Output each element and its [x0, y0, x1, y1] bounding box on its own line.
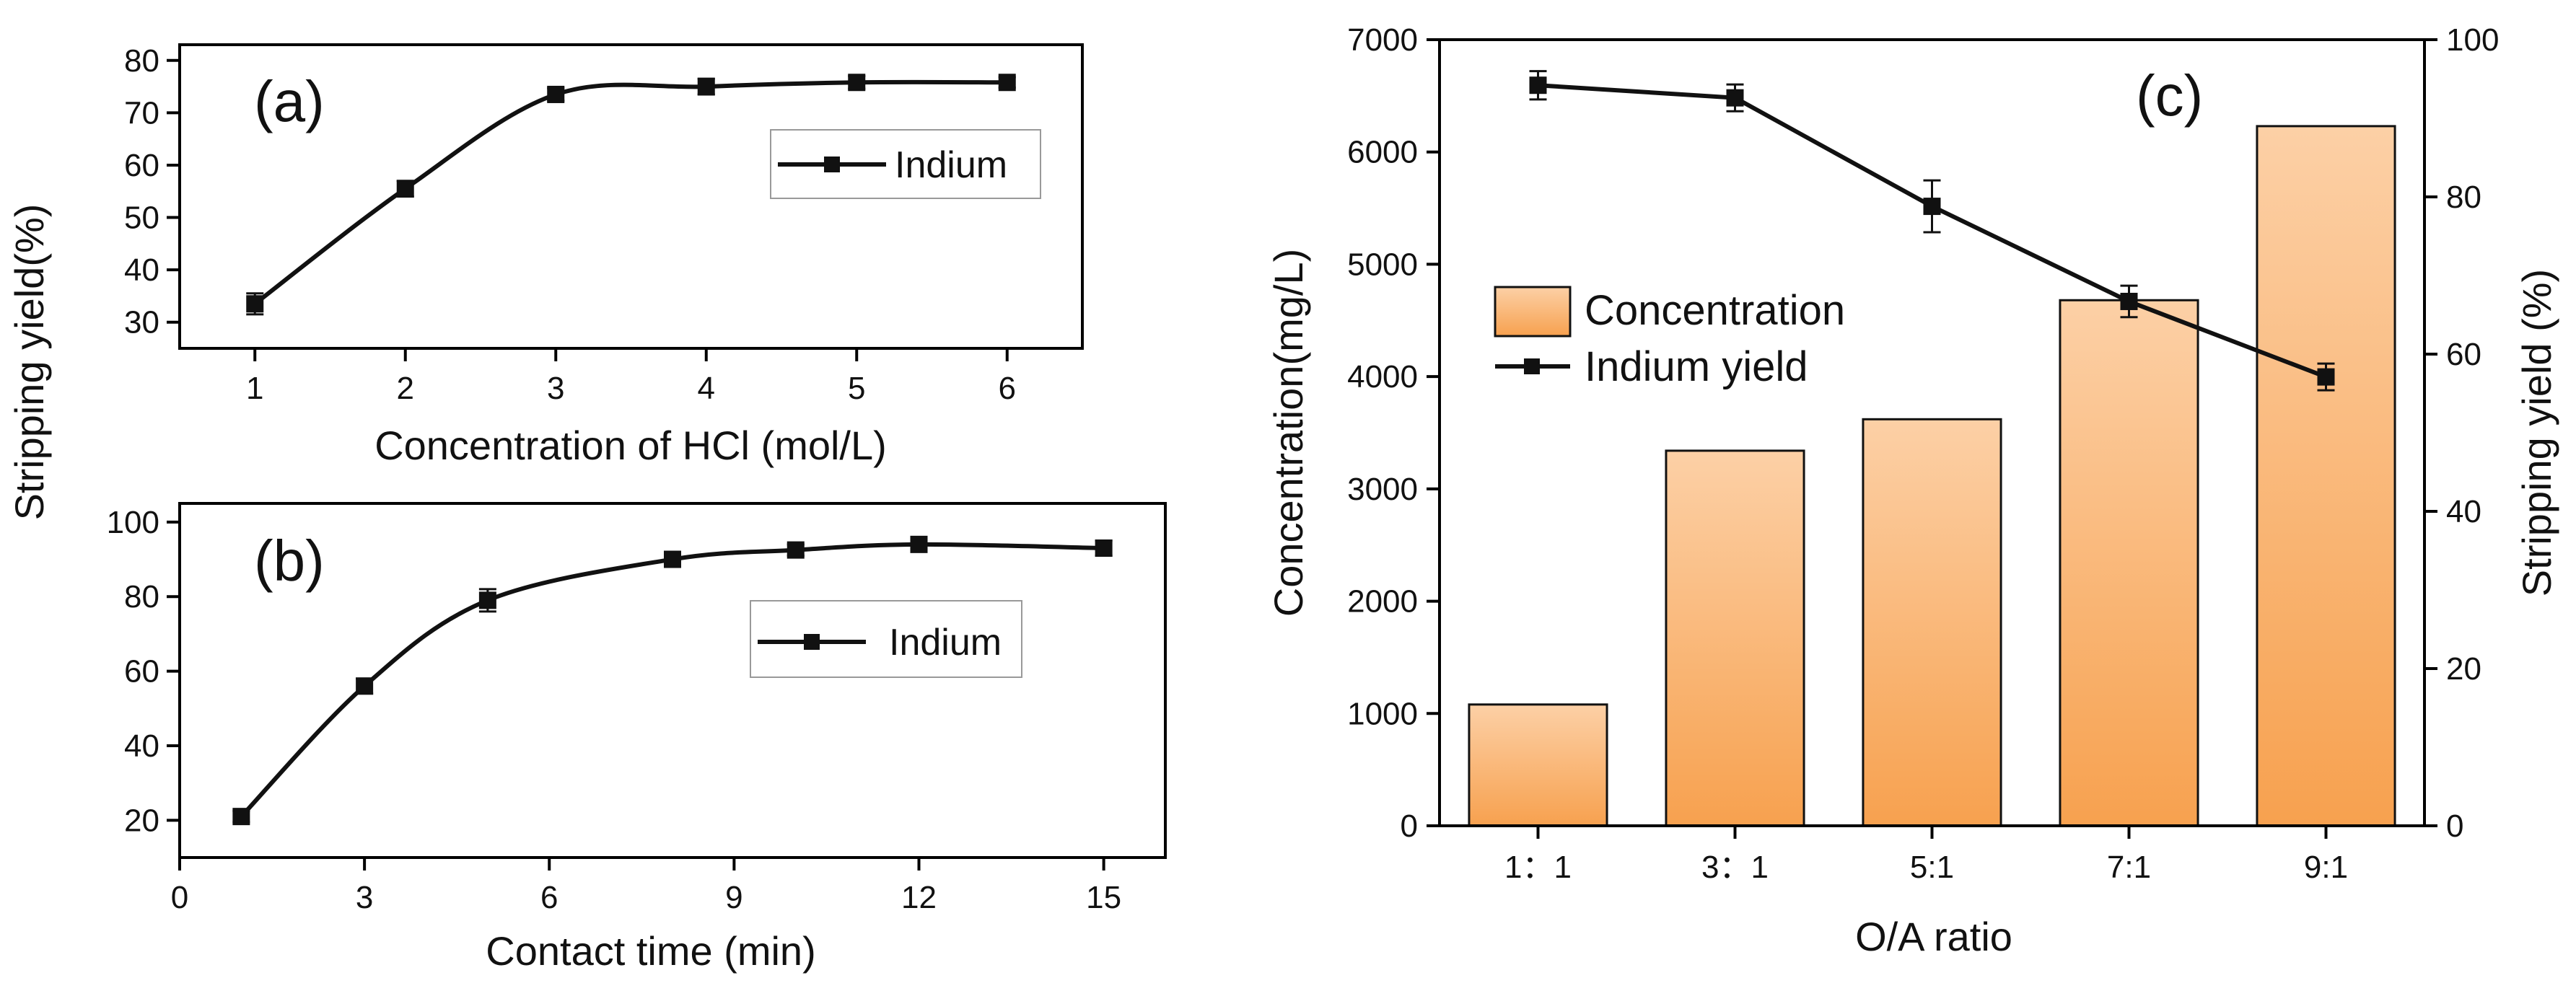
- panel-b-legend-box: [750, 600, 1022, 678]
- a-x-tick-label: 2: [397, 371, 414, 406]
- panel-c-x-label: O/A ratio: [1855, 914, 2012, 959]
- b-data-point: [787, 541, 805, 559]
- b-x-tick-label: 6: [540, 880, 558, 915]
- panel-c-legend: Concentration Indium yield: [1494, 286, 1845, 390]
- b-data-point: [910, 535, 928, 553]
- c-y-tick-label: 0: [1401, 808, 1418, 844]
- c-y-tick-label: 1000: [1347, 696, 1418, 731]
- c-data-point: [2317, 368, 2335, 386]
- b-data-point: [478, 591, 496, 609]
- a-data-point: [697, 78, 715, 96]
- a-y-tick-label: 80: [124, 43, 159, 79]
- b-x-tick-label: 15: [1086, 880, 1121, 915]
- panel-c-chart: 1：1 3：1 5:1 7:1 9:1 010002000300040005000600…: [1266, 22, 2559, 959]
- panel-b-frame: [178, 502, 1167, 859]
- a-data-point: [246, 295, 264, 313]
- b-y-tick-label: 100: [107, 505, 159, 540]
- panel-b-legend-marker: [804, 634, 820, 650]
- a-y-tick-label: 60: [124, 148, 159, 183]
- a-data-point: [998, 74, 1016, 92]
- panel-a-legend-marker: [824, 157, 840, 172]
- panel-c-legend-marker: [1524, 358, 1540, 374]
- a-data-point: [396, 180, 414, 198]
- c-y-tick-label: 7000: [1347, 22, 1418, 58]
- b-data-point: [664, 550, 681, 568]
- c-bar: [2256, 125, 2396, 827]
- a-y-tick-label: 70: [124, 95, 159, 131]
- panel-a-x-label: Concentration of HCl (mol/L): [374, 423, 887, 468]
- shared-y-label: Stripping yield(%): [6, 204, 52, 521]
- c-y-tick-label: 6000: [1347, 135, 1418, 170]
- c-y-tick-label: 2000: [1347, 584, 1418, 620]
- c-x-tick-label: 3：1: [1701, 850, 1769, 885]
- panel-a-label: (a): [254, 69, 325, 133]
- c-y2-tick-label: 60: [2446, 337, 2481, 372]
- c-y2-tick-label: 20: [2446, 651, 2481, 687]
- c-y2-tick-label: 40: [2446, 494, 2481, 529]
- b-data-point: [356, 677, 374, 695]
- b-data-point: [1095, 539, 1113, 558]
- c-bar: [1862, 418, 2002, 827]
- a-x-tick-label: 6: [999, 371, 1016, 406]
- c-data-point: [1529, 76, 1547, 94]
- b-y-tick-label: 80: [124, 579, 159, 614]
- panel-a-frame: [178, 43, 1084, 350]
- b-y-tick-label: 40: [124, 728, 159, 764]
- panel-b-legend: Indium: [750, 600, 1022, 678]
- b-data-point: [232, 808, 250, 826]
- c-x-tick-label: 1：1: [1504, 850, 1572, 885]
- c-y2-tick-label: 0: [2446, 808, 2463, 844]
- a-x-tick-label: 4: [698, 371, 715, 406]
- panel-b-label: (b): [254, 529, 325, 593]
- c-bar: [1468, 703, 1608, 827]
- c-y2-tick-label: 80: [2446, 180, 2481, 215]
- c-y-tick-label: 3000: [1347, 472, 1418, 507]
- c-x-tick-label: 7:1: [2107, 850, 2151, 885]
- c-bar: [2059, 299, 2199, 827]
- a-x-tick-label: 5: [848, 371, 865, 406]
- c-y-tick-label: 4000: [1347, 359, 1418, 395]
- b-x-tick-label: 0: [171, 880, 188, 915]
- c-bar: [1665, 449, 1805, 827]
- c-data-point: [1726, 89, 1744, 107]
- c-x-tick-label: 5:1: [1910, 850, 1954, 885]
- panel-a-legend-label: Indium: [895, 144, 1007, 186]
- a-y-tick-label: 50: [124, 200, 159, 236]
- panel-b-chart: 0 3 6 9 12 15 20 40 60 80 100 (b) Contact time (m…: [107, 502, 1167, 974]
- b-y-tick-label: 60: [124, 654, 159, 689]
- a-y-tick-label: 40: [124, 252, 159, 288]
- panel-c-y-label: Concentration(mg/L): [1266, 249, 1311, 617]
- panel-c-y2-label: Stripping yield (%): [2514, 269, 2559, 596]
- a-data-point: [547, 85, 565, 103]
- c-y2-tick-label: 100: [2446, 22, 2499, 58]
- b-y-tick-label: 20: [124, 803, 159, 838]
- b-x-tick-label: 9: [725, 880, 742, 915]
- a-series-line: [253, 79, 1007, 306]
- c-data-point: [2120, 292, 2138, 310]
- b-x-tick-label: 3: [356, 880, 373, 915]
- panel-a-legend: Indium: [770, 129, 1041, 199]
- a-x-tick-label: 1: [246, 371, 263, 406]
- panel-c-legend-line-label: Indium yield: [1585, 343, 1808, 390]
- a-x-tick-label: 3: [547, 371, 564, 406]
- panel-c-label: (c): [2136, 63, 2203, 128]
- c-x-tick-label: 9:1: [2304, 850, 2348, 885]
- b-x-tick-label: 12: [901, 880, 937, 915]
- panel-b-legend-label: Indium: [889, 622, 1002, 664]
- panel-a-chart: 1 2 3 4 5 6 30 40 50 60 70 80 (a) Concentration of…: [124, 43, 1084, 468]
- panel-c-legend-bar-label: Concentration: [1585, 287, 1845, 334]
- a-data-point: [848, 74, 866, 92]
- c-data-point: [1923, 198, 1941, 216]
- c-y-tick-label: 5000: [1347, 247, 1418, 282]
- a-y-tick-label: 30: [124, 305, 159, 340]
- panel-b-x-label: Contact time (min): [486, 928, 815, 974]
- panel-c-legend-bar-swatch: [1494, 286, 1572, 338]
